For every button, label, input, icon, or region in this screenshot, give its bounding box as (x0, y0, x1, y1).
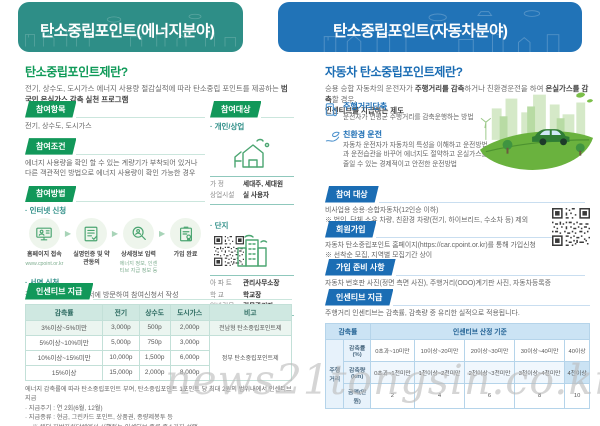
table-row: 주행거리 감축률(%) 0초과~10미만 10이상~20미만 20이상~30미만… (324, 338, 590, 409)
energy-panel: 탄소중립포인트(에너지분야) 탄소중립포인트제란? 전기, 상수도, 도시가스 … (0, 0, 300, 426)
eco-leaf-hand-icon (325, 131, 340, 142)
energy-what-desc: 전기, 상수도, 도시가스 에너지 사용량 절감실적에 따라 탄소중립 포인트를… (25, 84, 288, 105)
car-incentive-table: 감축률 인센티브 산정 기준 주행거리 감축률(%) 0초과~10미만 10이상… (324, 322, 591, 409)
method-tag: 참여방법 (25, 186, 76, 203)
target-tag: 참여대상 (210, 101, 261, 118)
car-what-heading: 자동차 탄소중립포인트제란? (325, 65, 463, 79)
fuel-pump-icon (325, 103, 337, 117)
table-row: 상업시설 실 사용자 (210, 192, 270, 200)
table-row: 5%이상~10%미만 5,000p 750p 3,000p 정부 탄소중립포인트… (24, 334, 293, 381)
personal-label: · 개인/상업 (210, 121, 245, 131)
car-join-tag: 회원가입 (325, 221, 376, 238)
car-join-section: 회원가입 자동차 탄소중립포인트 홈페이지(https://car.cpoint… (325, 221, 585, 261)
car-prep-tag: 가입 준비 사항 (325, 259, 396, 276)
car-incentive-tag: 인센티브 지급 (325, 289, 393, 306)
car-title: 탄소중립포인트(자동차분야) (333, 23, 508, 40)
table-row: 금액(만원) 2 4 6 8 10 (326, 382, 590, 409)
eco-methods: 주행거리단축 운전자가 연평균 주행거리를 감축운행하는 방법 친환경 운전 자… (325, 101, 493, 176)
items-tag-row: 참여항목 (25, 101, 205, 118)
detail-input-icon (132, 226, 146, 240)
building-icon (237, 234, 268, 267)
car-panel: 탄소중립포인트(자동차분야) 자동차 탄소중립포인트제란? 승용 승합 자동차의… (278, 0, 600, 426)
energy-footnotes: 에너지 감축률에 따라 탄소중립포인트 부여, 탄소중립포인트 1포인트 당 최… (25, 385, 292, 426)
condition-tag-row: 참여조건 (25, 138, 205, 155)
step-details: 상세정보 입력 에너지 정보, 인센티브 지급 정보 등 (119, 218, 158, 274)
table-row: 학 교 학교장 (210, 291, 262, 299)
internet-apply-label: · 인터넷 신청 (25, 206, 67, 216)
table-row: 감축량(km) 0초과~1천미만 1천이상~2천미만 2천이상~3천미만 3천이… (326, 360, 590, 384)
mileage-reduction-item: 주행거리단축 운전자가 연평균 주행거리를 감축운행하는 방법 (325, 101, 493, 123)
chevron-right-icon: ▶ (111, 229, 119, 239)
city-line-art-icon (25, 13, 236, 47)
homepage-access-icon (36, 227, 53, 241)
target-tag-row: 참여대상 (210, 101, 294, 118)
qr-code (214, 236, 244, 266)
condition-text: 에너지 사용량을 확인 할 수 있는 계량기가 부착되어 있거나 다른 객관적인… (25, 158, 198, 178)
car-prep-text: 자동차 번호판 사진(정면 측면 사진), 주행거리(ODO)계기판 사진, 자… (325, 279, 551, 287)
qr-code (552, 208, 590, 246)
green-city-car-illustration (479, 92, 594, 170)
energy-header-band: 탄소중립포인트(에너지분야) (18, 2, 243, 52)
items-text: 전기, 상수도, 도시가스 (25, 121, 92, 130)
step-homepage: 홈페이지 접속 www.cpoint.or.kr (25, 218, 64, 267)
incentive-tag: 인센티브 지급 (25, 283, 93, 300)
energy-incentive-section: 인센티브 지급 감축률 전기 상수도 도시가스 비고 3%이상~5%미만 3,0… (24, 283, 293, 426)
energy-title: 탄소중립포인트(에너지분야) (40, 23, 215, 40)
table-header-row: 감축률 전기 상수도 도시가스 비고 (24, 303, 293, 321)
car-target-tag: 참여 대상 (325, 186, 379, 203)
written-apply-text: 관할 시·군·구 담당 부서에 방문하여 참여신청서 작성 (25, 291, 179, 300)
car-join-text: 자동차 탄소중립포인트 홈페이지(https://car.cpoint.or.k… (325, 241, 536, 259)
table-row: 15%이상 15,000p 2,000p 8,000p (24, 364, 292, 381)
identity-terms-icon (85, 226, 98, 242)
table-row: 아 파 트 관리사무소장 (210, 280, 280, 288)
energy-incentive-table: 감축률 전기 상수도 도시가스 비고 3%이상~5%미만 3,000p 500p… (24, 303, 293, 381)
car-prep-section: 가입 준비 사항 자동차 번호판 사진(정면 측면 사진), 주행거리(ODO)… (325, 259, 585, 289)
car-target-text: 비사업용 승용·승합자동차(12인승 이하) ※ 법인, 단체 소유 차량, 친… (325, 206, 529, 224)
complex-label: · 단지 (210, 220, 229, 230)
car-incentive-section: 인센티브 지급 주행거리 인센티브는 감축률, 감축량 중 유리한 실적으로 적… (324, 289, 591, 409)
table-row: 가 정 세대주, 세대원 (210, 181, 284, 188)
written-apply-label: · 서면 신청 (25, 278, 60, 288)
car-header-band: 탄소중립포인트(자동차분야) (278, 2, 582, 52)
energy-what-heading: 탄소중립포인트제란? (25, 65, 128, 79)
condition-tag: 참여조건 (25, 138, 76, 155)
car-incentive-note: 주행거리 인센티브는 감축률, 감축량 중 유리한 실적으로 적용됩니다. (325, 309, 520, 317)
chevron-right-icon: ▶ (158, 229, 166, 239)
table-row: 3%이상~5%미만 3,000p 500p 2,000p 전남형 탄소중립포인트… (24, 319, 293, 336)
energy-intro: 탄소중립포인트제란? 전기, 상수도, 도시가스 에너지 사용량 절감실적에 따… (25, 63, 290, 105)
car-target-section: 참여 대상 비사업용 승용·승합자동차(12인승 이하) ※ 법인, 단체 소유… (325, 186, 585, 226)
car-intro: 자동차 탄소중립포인트제란? 승용 승합 자동차의 운전자가 주행거리를 감축하… (325, 63, 590, 116)
step-complete: 가입 완료 (166, 218, 205, 261)
table-header-row: 감축률 인센티브 산정 기준 (325, 322, 591, 340)
car-what-desc: 승용 승합 자동차의 운전자가 주행거리를 감축하거나 친환경운전을 하여 온실… (325, 84, 589, 116)
items-tag: 참여항목 (25, 101, 76, 118)
personal-rows: 가 정 세대주, 세대원 상업시설 실 사용자 (210, 175, 294, 205)
step-identity: 실명인증 및 약관동의 (72, 218, 111, 269)
chevron-right-icon: ▶ (64, 229, 72, 239)
house-icon (234, 138, 270, 168)
incentive-tag-row: 인센티브 지급 (25, 283, 292, 300)
energy-main-column: 참여항목 전기, 상수도, 도시가스 참여조건 에너지 사용량을 확인 할 수 … (25, 101, 205, 308)
signup-complete-icon (179, 226, 192, 242)
city-line-art-icon (323, 10, 560, 52)
method-tag-row: 참여방법 (25, 186, 205, 203)
eco-driving-item: 친환경 운전 자동차 운전자가 자동차의 특성을 이해하고 운전방법과 운전습관… (325, 129, 493, 170)
apply-steps: 홈페이지 접속 www.cpoint.or.kr ▶ 실명인증 및 약관동의 ▶ (25, 218, 205, 274)
